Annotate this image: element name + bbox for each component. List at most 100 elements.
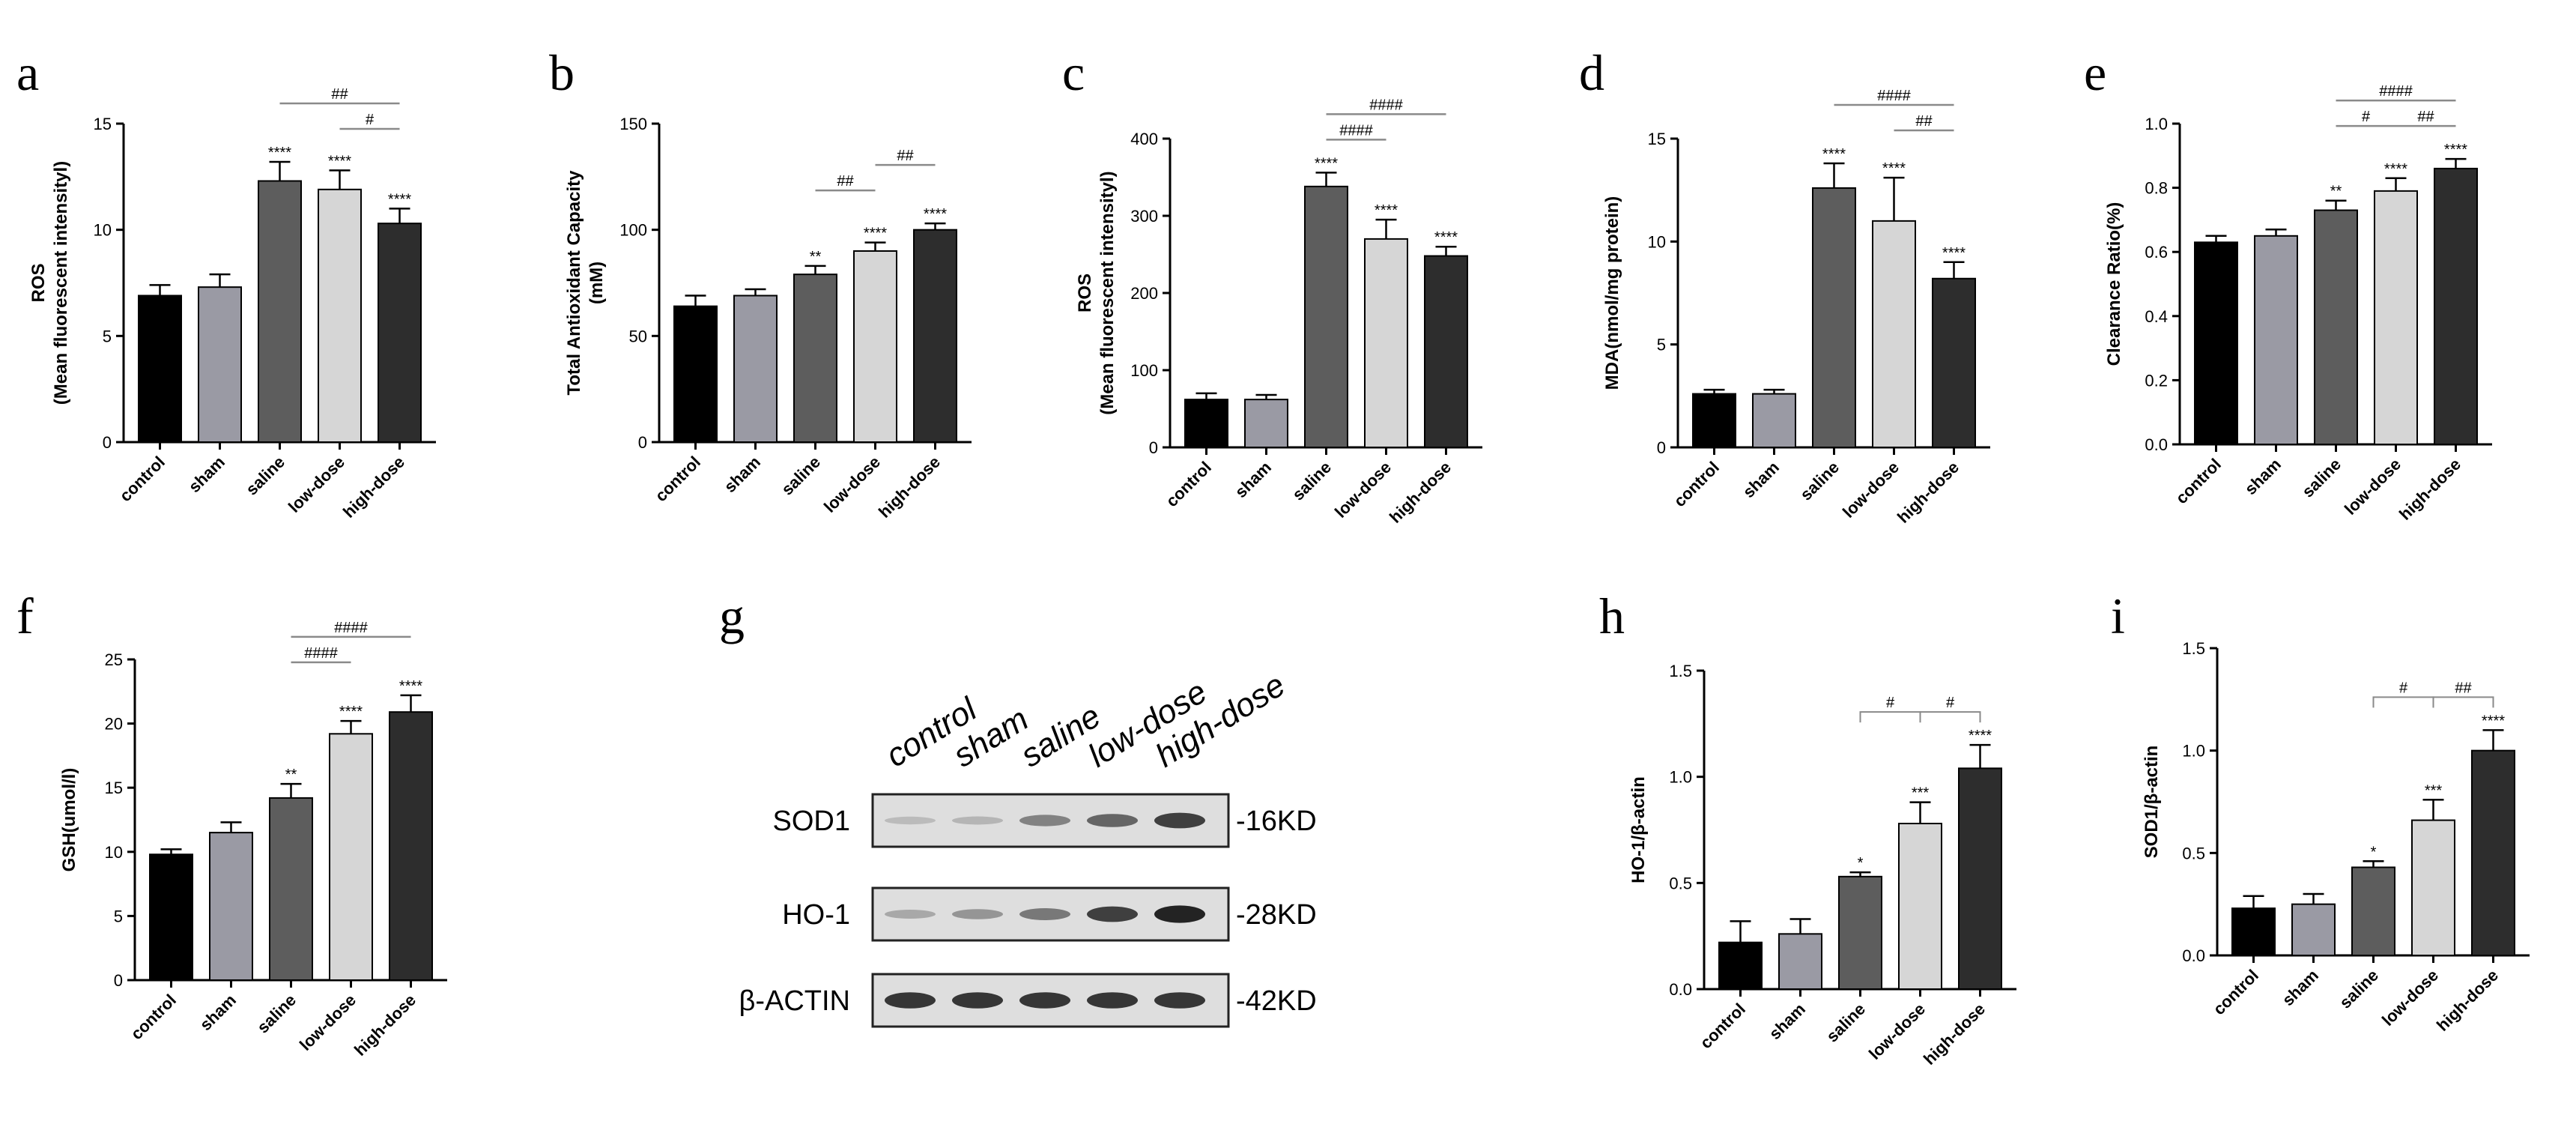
category-label-control: control [2210, 966, 2262, 1018]
significance-bracket: #### [2336, 83, 2456, 102]
panel-letter-d: d [1579, 44, 1604, 101]
significance-label: **** [2482, 713, 2505, 729]
bar-saline [258, 180, 302, 443]
category-label-saline: saline [2298, 455, 2345, 501]
category-label-saline: saline [253, 991, 300, 1037]
y-tick-label: 5 [103, 327, 112, 345]
y-tick-label: 0.8 [2145, 179, 2168, 198]
significance-label: **** [2444, 142, 2467, 158]
y-tick-label: 0.0 [1669, 980, 1692, 999]
category-label-control: control [1670, 458, 1723, 510]
bar-high-dose [389, 711, 433, 982]
bar-saline [269, 797, 313, 981]
bracket-label: #### [1877, 88, 1911, 104]
bar-control [138, 294, 182, 443]
bar-control [2194, 241, 2238, 445]
y-tick-label: 0.6 [2145, 243, 2168, 262]
y-axis-label-line: (Mean fluorescent intensityl) [51, 161, 71, 405]
significance-label: *** [2425, 782, 2443, 799]
category-label-high-dose: high-dose [1386, 458, 1455, 527]
significance-label: **** [1882, 160, 1906, 177]
bar-low-dose [1364, 238, 1408, 448]
bar-sham [1778, 933, 1822, 991]
y-axis-label: SOD1/β-actin [2142, 746, 2162, 859]
category-label-saline: saline [778, 453, 824, 499]
blot-row-SOD1: SOD1 -16KD [773, 793, 1317, 848]
significance-label: **** [399, 678, 422, 695]
bar-low-dose [318, 188, 362, 443]
y-axis-label: Total Antioxidant Capacity (mM) [564, 170, 607, 396]
chart-h: 0.0 0.5 1.0 1.5 HO-1/β-actin control sham * sali… [1628, 662, 2016, 1069]
blot-band [1019, 815, 1070, 827]
blot-band [1087, 992, 1138, 1009]
bracket-label: ## [897, 148, 914, 164]
bar-saline [2314, 209, 2358, 445]
category-label-sham: sham [2241, 455, 2285, 498]
category-label-control: control [1697, 1000, 1749, 1052]
y-axis-label-line: (mM) [587, 262, 607, 304]
bar-saline [793, 274, 837, 443]
y-tick-label: 0.5 [2182, 844, 2205, 862]
y-tick-label: 0.2 [2145, 371, 2168, 390]
bracket-label: #### [2379, 83, 2413, 100]
y-tick-label: 0 [1657, 438, 1666, 457]
chart-f: 0 5 10 15 20 25 GSH(umol/l) control sham ** saline… [59, 620, 447, 1060]
blot-band [952, 909, 1003, 919]
y-axis-label: ROS (Mean fluorescent intensityl) [1075, 171, 1118, 414]
significance-label: **** [1434, 229, 1458, 246]
significance-label: **** [1942, 245, 1966, 262]
blot-band [1154, 905, 1205, 923]
blot-band [1154, 992, 1205, 1009]
y-tick-label: 0.0 [2182, 946, 2205, 965]
bar-low-dose [853, 250, 897, 443]
bar-high-dose [1424, 255, 1468, 448]
blot-band [1019, 992, 1070, 1009]
y-tick-label: 0 [1149, 438, 1158, 457]
bar-low-dose [2411, 819, 2455, 956]
significance-label: ** [810, 249, 822, 265]
bar-control [1692, 393, 1736, 448]
blot-row-β-ACTIN: β-ACTIN -42KD [739, 973, 1317, 1028]
y-axis-label-line: ROS [1075, 274, 1095, 312]
bar-sham [1244, 399, 1288, 449]
significance-label: ** [285, 767, 297, 783]
protein-label: HO-1 [782, 899, 850, 931]
bracket-label: #### [1369, 97, 1403, 113]
bar-control [1718, 941, 1763, 990]
category-label-control: control [652, 453, 704, 505]
bar-high-dose [1932, 277, 1976, 449]
bracket-line [1859, 711, 1921, 723]
bracket-label: # [1946, 695, 1955, 711]
blot-band [885, 992, 936, 1009]
category-label-sham: sham [1739, 458, 1783, 501]
significance-label: **** [1822, 146, 1846, 163]
protein-label: β-ACTIN [739, 985, 850, 1017]
blot-row-HO-1: HO-1 -28KD [782, 886, 1317, 942]
category-label-sham: sham [2279, 966, 2322, 1009]
panel-letter-c: c [1062, 44, 1085, 101]
bracket-label: ## [331, 86, 348, 103]
bar-low-dose [1898, 823, 1942, 990]
y-tick-label: 5 [114, 907, 123, 925]
significance-label: **** [328, 153, 351, 169]
blot-band [952, 816, 1003, 825]
significance-bracket: ## [279, 86, 400, 105]
y-tick-label: 0.4 [2145, 307, 2168, 326]
category-label-low-dose: low-dose [1865, 1000, 1929, 1063]
panel-letter-b: b [549, 44, 575, 101]
bar-saline [1304, 185, 1348, 449]
blot-band [1019, 908, 1070, 920]
y-axis-label: GSH(umol/l) [59, 768, 79, 872]
category-label-low-dose: low-dose [285, 453, 348, 516]
bar-sham [209, 832, 253, 981]
y-tick-label: 0.0 [2145, 435, 2168, 454]
y-tick-label: 400 [1130, 130, 1158, 148]
significance-bracket: ## [1894, 113, 1954, 132]
y-axis-label-line: GSH(umol/l) [59, 768, 79, 872]
bar-high-dose [2471, 749, 2515, 957]
y-tick-label: 1.0 [2182, 742, 2205, 761]
bracket-line [1919, 711, 1981, 723]
y-tick-label: 1.0 [1669, 768, 1692, 787]
molecular-weight-label: -16KD [1236, 806, 1317, 837]
